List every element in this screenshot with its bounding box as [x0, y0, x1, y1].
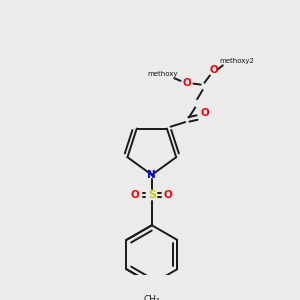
- Text: O: O: [209, 65, 218, 75]
- Text: CH₃: CH₃: [143, 295, 160, 300]
- Text: methoxy: methoxy: [147, 70, 178, 76]
- Text: N: N: [148, 170, 156, 180]
- Text: methoxy2: methoxy2: [219, 58, 254, 64]
- Text: S: S: [148, 190, 156, 200]
- Text: O: O: [183, 78, 191, 88]
- Text: O: O: [200, 108, 209, 118]
- Text: O: O: [164, 190, 173, 200]
- Text: O: O: [131, 190, 140, 200]
